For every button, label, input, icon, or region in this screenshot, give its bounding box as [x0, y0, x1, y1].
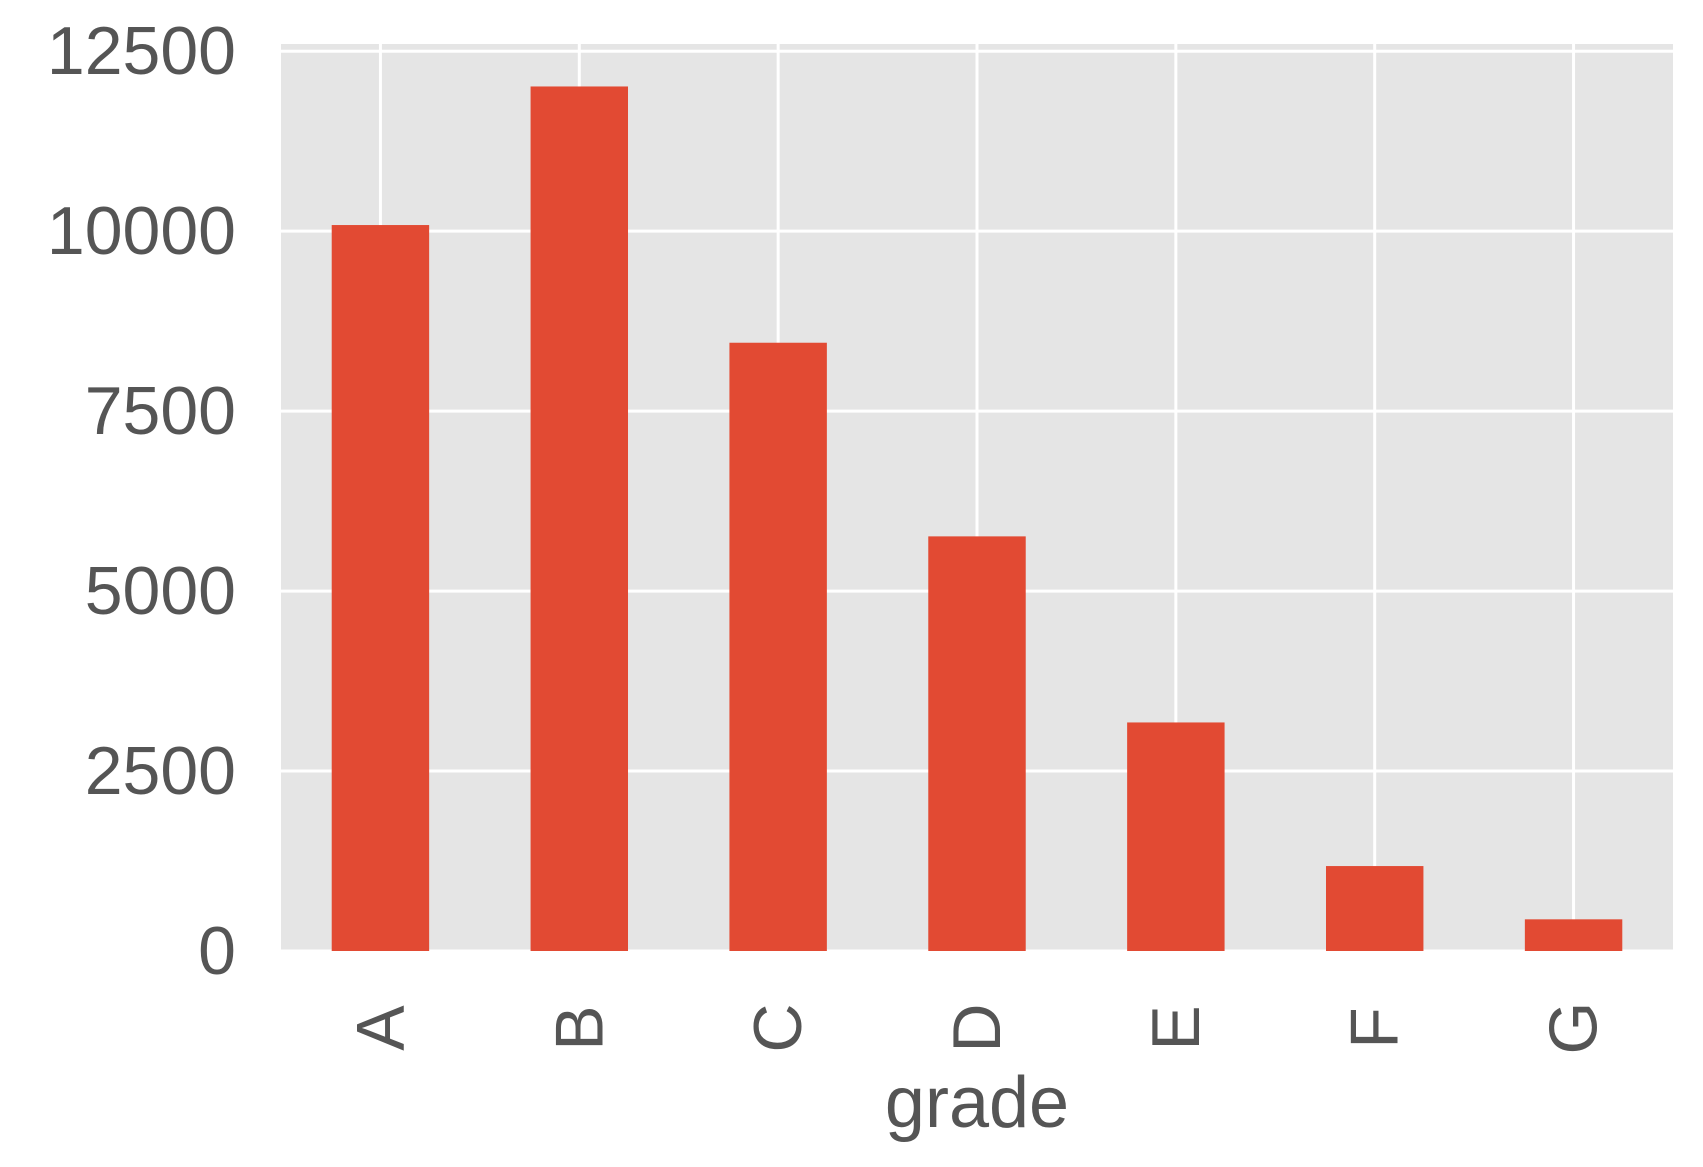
y-tick-label-0: 0	[198, 913, 236, 989]
x-tick-label-A: A	[342, 1005, 418, 1051]
bar-C	[729, 342, 827, 951]
x-tick-label-C: C	[740, 1003, 816, 1052]
bar-B	[530, 86, 629, 951]
y-tick-label-7500: 7500	[85, 373, 236, 449]
x-tick-label-B: B	[541, 1005, 617, 1050]
x-tick-label-G: G	[1536, 1002, 1612, 1055]
y-tick-label-10000: 10000	[47, 193, 236, 269]
bar-A	[331, 225, 430, 951]
y-tick-label-5000: 5000	[85, 553, 236, 629]
bar-G	[1524, 919, 1623, 951]
x-tick-label-F: F	[1337, 1007, 1413, 1049]
y-tick-labels: 0 2500 5000 7500 10000 12500	[47, 13, 236, 989]
y-tick-label-2500: 2500	[85, 733, 236, 809]
y-tick-label-12500: 12500	[47, 13, 236, 89]
bar-D	[928, 536, 1026, 951]
x-axis-label: grade	[885, 1063, 1069, 1143]
x-tick-label-D: D	[939, 1003, 1015, 1052]
bar-F	[1325, 866, 1424, 951]
bar-E	[1127, 722, 1225, 951]
x-tick-label-E: E	[1138, 1005, 1214, 1050]
bars-group	[331, 86, 1623, 951]
x-tick-labels: A B C D E F G	[342, 1002, 1611, 1055]
